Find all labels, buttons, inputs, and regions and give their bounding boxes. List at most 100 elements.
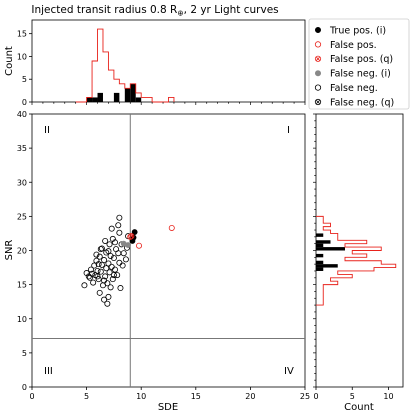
main-ylabel: SNR [4,240,15,261]
data-point [116,259,123,266]
right-histogram: 0 5 10 Count [313,113,404,413]
data-point [108,263,115,270]
data-point [131,229,138,235]
x-tick-label: 15 [191,392,201,401]
data-point [95,276,102,283]
data-point [105,260,112,267]
legend-marker [314,41,322,48]
data-point [117,285,124,292]
data-point [122,256,129,263]
data-point [106,241,113,248]
y-tick-label: 20 [17,247,27,256]
data-point [127,233,134,240]
top-hist-xticks [31,102,306,105]
quadrant-label-I: I [287,125,290,136]
right-hist-bar-true-pos [316,247,345,251]
y-tick-label: 25 [17,212,27,221]
data-point [109,276,116,283]
top-hist-bars [75,28,175,103]
legend-label: True pos. (i) [329,25,386,36]
top-hist-bar-true-pos [135,97,142,102]
data-point [93,251,100,258]
data-point [136,242,143,249]
right-x-tick-label: 10 [383,392,393,401]
data-point [102,237,109,244]
legend-box [308,18,410,110]
right-hist-bar-true-pos [316,240,331,244]
right-hist-bar-true-pos [316,243,324,248]
quadrant-label-III: III [44,366,53,377]
top-y-tick-label: 15 [17,30,27,39]
legend-label: False neg. [330,83,378,94]
data-point [111,239,118,246]
top-hist-step-all [75,28,175,103]
y-tick-label: 30 [17,178,27,187]
right-x-tick-label: 0 [313,392,318,401]
right-hist-bar-true-pos [316,260,324,265]
data-point [119,262,126,269]
main-yticks: 0 5 10 15 20 25 30 35 40 [17,110,32,392]
chart-title: Injected transit radius 0.8 R⊕, 2 yr Lig… [31,4,278,18]
data-point [107,252,114,259]
data-point [103,265,110,272]
data-point [96,253,103,260]
top-hist-ylabel: Count [4,46,15,76]
y-tick-label: 0 [22,383,27,392]
legend-marker [314,26,321,33]
top-hist-frame [31,19,306,103]
top-hist-bar-true-pos [130,83,136,102]
legend-marker [314,84,322,91]
legend-label: False neg. (i) [330,69,391,80]
top-hist-bar-true-pos [124,88,131,102]
data-point [97,268,104,275]
main-xlabel: SDE [158,402,178,413]
data-point [116,229,123,236]
data-point [90,279,97,286]
data-point [115,222,122,229]
x-tick-label: 5 [84,392,89,401]
top-y-tick-label: 0 [22,98,27,107]
legend-marker [314,98,322,106]
data-point [111,266,118,273]
x-tick-label: 10 [136,392,146,401]
data-point [95,261,102,268]
data-point [98,261,105,268]
data-point [114,272,121,279]
data-point [107,284,114,291]
right-hist-xticks: 0 5 10 [313,387,394,401]
y-tick-label: 10 [17,315,27,324]
right-hist-xlabel: Count [344,402,374,413]
data-point [98,245,105,252]
data-point [105,293,112,300]
legend-marker [314,70,321,77]
data-point [108,225,115,232]
top-hist-bar-true-pos [113,92,120,102]
data-point [94,273,101,280]
top-hist-bar-true-pos [92,97,98,102]
main-xticks: 0 5 10 15 20 25 [29,387,310,401]
legend-label: False neg. (q) [330,97,394,108]
data-point [96,289,103,296]
y-tick-label: 5 [22,349,27,358]
legend-label: False pos. (q) [330,54,393,65]
x-tick-label: 20 [245,392,255,401]
data-point [97,246,104,253]
right-hist-bar-true-pos [316,267,324,271]
quadrant-label-II: II [44,125,50,136]
legend-label: False pos. [330,40,377,51]
y-tick-label: 35 [17,144,27,153]
right-hist-bar-true-pos [316,264,338,268]
top-y-tick-label: 10 [17,52,27,61]
main-plot-frame [31,113,306,388]
legend-marker [314,55,322,62]
data-point [102,273,109,280]
right-hist-step-all [316,215,397,306]
data-point [125,242,131,248]
data-point [110,255,117,262]
quadrant-label-IV: IV [284,366,294,377]
data-point [128,233,135,240]
y-tick-label: 15 [17,281,27,290]
data-point [101,277,108,284]
data-point [106,269,113,276]
